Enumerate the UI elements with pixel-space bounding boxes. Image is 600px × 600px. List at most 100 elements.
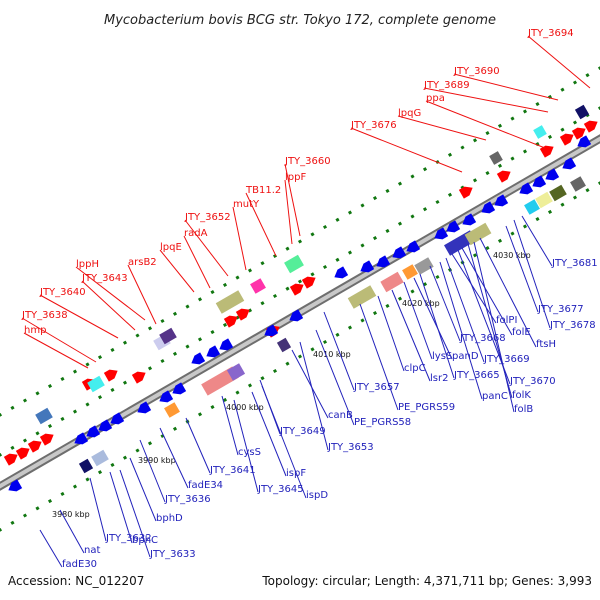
minus-strand-gene xyxy=(434,227,449,240)
plus-strand-gene xyxy=(583,120,598,133)
gc-dot xyxy=(147,366,153,371)
rna-feature xyxy=(164,402,180,418)
gc-dot xyxy=(35,506,40,511)
kbp-tick-labels: 3980 kbp 3990 kbp 4000 kbp 4010 kbp 4020 kbp… xyxy=(52,251,531,519)
gc-dot xyxy=(272,293,278,299)
plus-strand-gene xyxy=(301,276,316,289)
gc-dot xyxy=(0,527,3,533)
minus-strand-gene xyxy=(406,240,421,253)
gene-label: ispD xyxy=(306,490,328,501)
gene-label: panC xyxy=(482,391,508,402)
gc-dot xyxy=(435,274,440,280)
leader-line xyxy=(425,100,546,149)
gene-label: hmp xyxy=(24,325,46,336)
gc-dot xyxy=(60,376,65,381)
leader-line xyxy=(377,295,405,372)
gc-dot xyxy=(297,279,303,284)
gc-dot xyxy=(22,438,28,443)
gc-dot xyxy=(247,383,253,388)
minus-strand-gene xyxy=(289,309,304,322)
kbp-tick-label: 3980 kbp xyxy=(52,510,90,519)
gc-dot xyxy=(135,333,140,338)
plus-strand-gene xyxy=(3,453,18,466)
rna-feature xyxy=(284,254,304,274)
leader-line xyxy=(451,253,497,324)
plus-strand-gene xyxy=(131,371,146,384)
gc-dot xyxy=(247,268,253,273)
leader-line xyxy=(109,471,133,544)
gc-dot xyxy=(410,174,415,179)
minus-strand-gene xyxy=(481,201,496,214)
gc-dot xyxy=(310,272,315,277)
gc-dot xyxy=(385,228,390,233)
leader-line xyxy=(159,249,195,293)
gc-dot xyxy=(322,264,328,270)
gc-dot xyxy=(122,455,128,460)
gc-dot xyxy=(510,156,515,161)
minus-strand-gene xyxy=(86,425,101,438)
leader-line xyxy=(299,341,329,451)
kbp-tick-label: 4030 kbp xyxy=(493,251,531,260)
gene-label: JTY_3652 xyxy=(184,212,231,223)
gc-dot xyxy=(235,390,240,395)
rna-feature xyxy=(464,222,492,246)
leader-line xyxy=(75,266,146,321)
gc-dot xyxy=(285,361,290,366)
gc-dot xyxy=(47,384,53,389)
leader-line xyxy=(23,332,89,369)
gc-dot xyxy=(360,243,365,248)
gc-dot xyxy=(210,330,215,335)
gc-dot xyxy=(197,337,203,342)
rna-feature xyxy=(91,449,109,467)
gc-dot xyxy=(72,369,78,374)
rna-feature xyxy=(380,271,404,293)
gc-dot xyxy=(447,152,453,157)
leader-line xyxy=(119,469,151,558)
gc-dot xyxy=(185,304,190,309)
gc-dot xyxy=(472,138,478,143)
kbp-tick-label: 4000 kbp xyxy=(226,403,264,412)
gc-dot xyxy=(47,499,53,504)
gc-dot xyxy=(10,520,15,525)
gene-label: JTY_3645 xyxy=(257,484,304,495)
gc-dot xyxy=(435,199,440,205)
gc-dot xyxy=(460,145,465,150)
plus-strand-gene xyxy=(458,186,473,199)
gc-dot xyxy=(260,261,265,266)
gc-dot xyxy=(197,412,203,417)
gc-dot xyxy=(372,236,378,241)
gene-label: JTY_3676 xyxy=(350,120,397,131)
leader-line xyxy=(445,257,485,363)
gc-dot xyxy=(47,424,53,429)
gc-dot xyxy=(510,231,515,236)
gc-dot xyxy=(335,332,340,337)
leader-line xyxy=(233,399,259,493)
gc-dot xyxy=(410,214,415,219)
minus-strand-gene xyxy=(545,168,560,181)
gene-label: lpqG xyxy=(398,108,421,119)
plus-strand-gene xyxy=(289,283,304,296)
leader-line xyxy=(81,280,136,331)
leader-line xyxy=(413,277,453,360)
gc-dot xyxy=(485,131,490,136)
gc-dot xyxy=(10,405,15,410)
gc-dot xyxy=(122,340,128,345)
rna-feature xyxy=(535,191,553,209)
gc-dot xyxy=(210,290,215,295)
gc-dot xyxy=(472,253,478,258)
gc-dot xyxy=(585,73,590,78)
gc-dot xyxy=(0,452,3,458)
leader-line xyxy=(221,395,239,456)
gc-dot xyxy=(335,257,340,262)
minus-strand-gene xyxy=(219,338,234,351)
gc-dot xyxy=(160,358,165,364)
gc-dot xyxy=(372,311,378,316)
leader-line xyxy=(39,529,63,568)
leader-line xyxy=(419,273,455,379)
gene-label: fadE30 xyxy=(62,559,97,570)
gc-dot xyxy=(185,344,190,349)
gc-dot xyxy=(222,397,228,402)
gene-label: JTY_3670 xyxy=(509,376,556,387)
accession-text: Accession: NC_012207 xyxy=(8,574,145,588)
leader-line xyxy=(403,281,433,360)
